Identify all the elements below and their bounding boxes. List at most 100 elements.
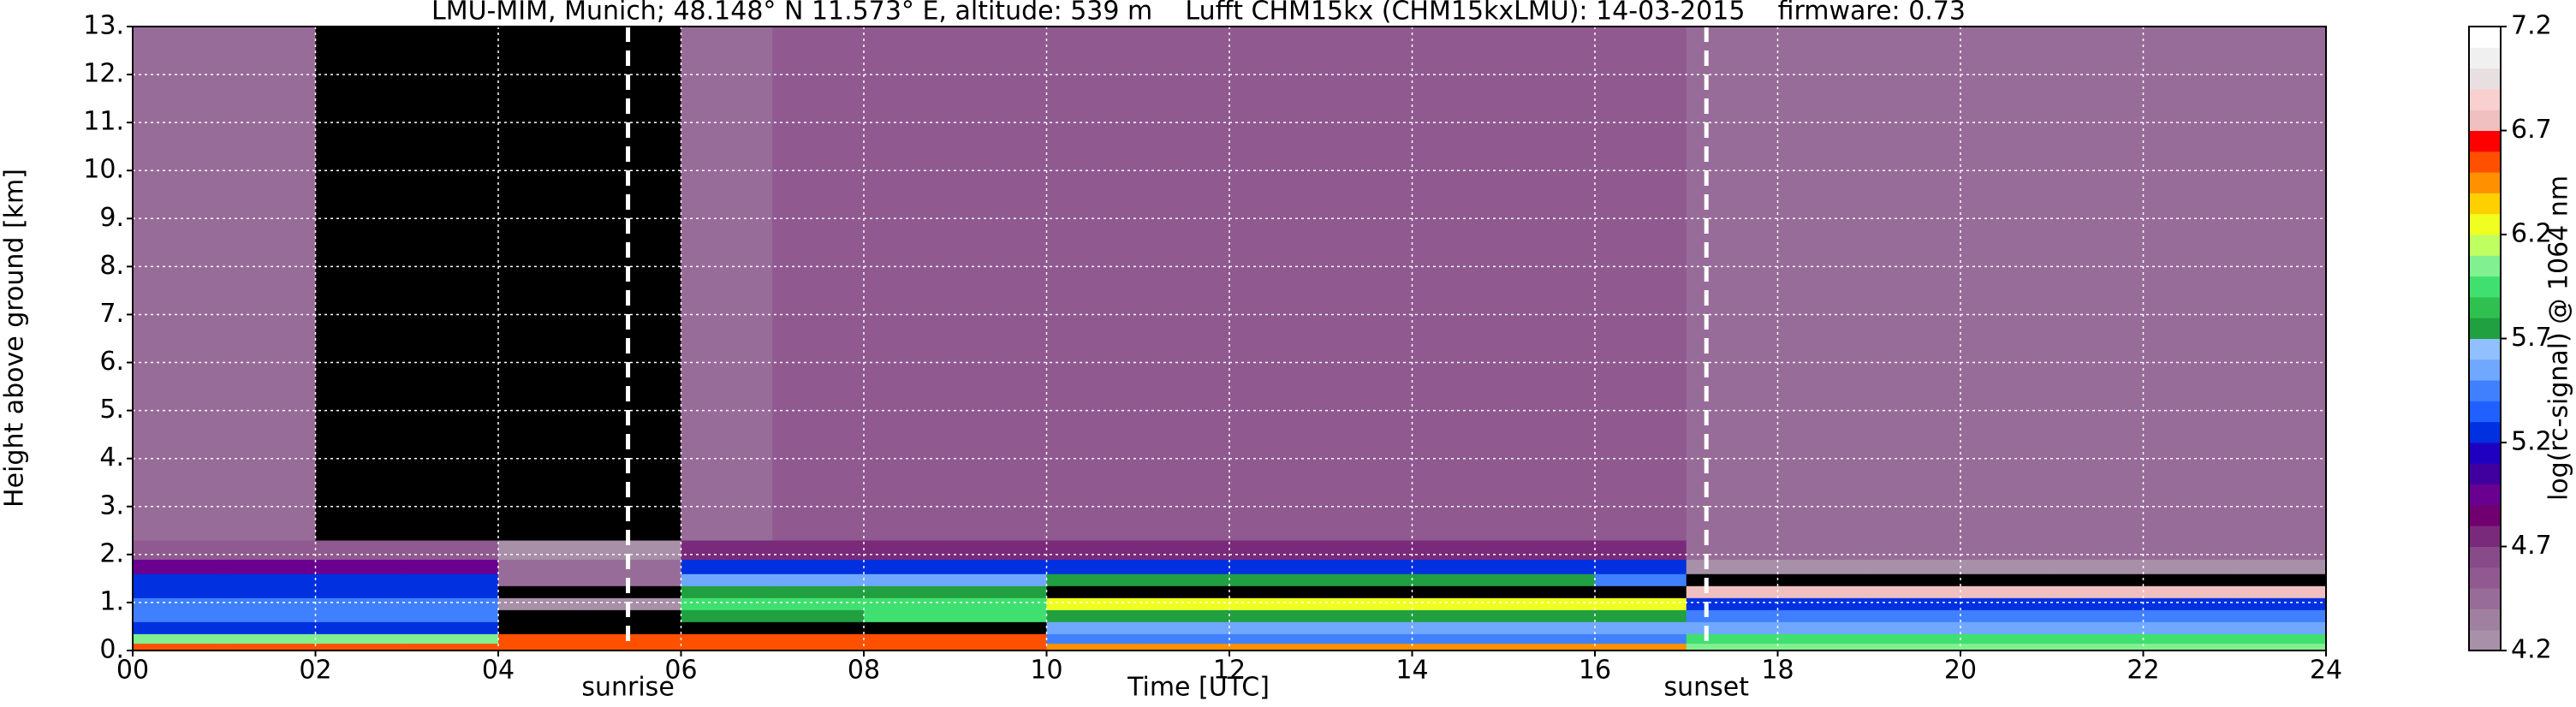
heatmap-cell	[1046, 621, 1139, 634]
heatmap-cell	[1320, 609, 1413, 622]
heatmap-cell	[2143, 621, 2235, 634]
heatmap-cell	[955, 559, 1047, 574]
y-tick-label: 10.	[83, 155, 124, 185]
heatmap-cell	[1412, 573, 1504, 586]
heatmap-cell	[1320, 597, 1413, 610]
colorbar-tick-label: 5.2	[2511, 427, 2552, 457]
heatmap-cell	[1412, 559, 1504, 574]
colorbar-label: log(rc-signal) @ 1064 nm	[2544, 175, 2574, 501]
heatmap-cell	[681, 597, 773, 610]
heatmap-cell	[1686, 643, 1778, 651]
plot-frame	[132, 26, 2327, 651]
y-tick-label: 13.	[83, 11, 124, 41]
heatmap-cell	[772, 573, 865, 586]
heatmap-cell	[864, 609, 956, 622]
colorbar-segment	[2469, 463, 2501, 485]
heatmap-cell	[2234, 597, 2327, 610]
heatmap-cell	[864, 621, 956, 634]
heatmap-cell	[681, 573, 773, 586]
heatmap-cell	[1229, 633, 1322, 645]
x-tick-label: 06	[664, 656, 697, 686]
heatmap-cell	[1503, 621, 1596, 634]
x-tick-label: 08	[848, 656, 880, 686]
heatmap-cell	[1686, 27, 1778, 541]
heatmap-cell	[133, 597, 225, 610]
heatmap-cell	[1777, 633, 1870, 645]
colorbar-segment	[2469, 629, 2501, 651]
heatmap-cell	[498, 540, 591, 560]
colorbar-segment	[2469, 504, 2501, 526]
heatmap-cell	[772, 633, 865, 645]
heatmap-cell	[498, 559, 591, 574]
heatmap-cell	[772, 585, 865, 598]
heatmap-cell	[1503, 540, 1596, 560]
heatmap-cell	[1503, 597, 1596, 610]
heatmap-cell	[1869, 559, 1961, 574]
colorbar-tick-label: 4.7	[2511, 531, 2552, 561]
heatmap-cell	[1869, 597, 1961, 610]
heatmap-cell	[1046, 585, 1139, 598]
heatmap-cell	[2143, 585, 2235, 598]
heatmap-cell	[1777, 559, 1870, 574]
heatmap-cell	[133, 559, 225, 574]
heatmap-cell	[1595, 27, 1687, 541]
heatmap-cell	[133, 621, 225, 634]
heatmap-cell	[1138, 597, 1230, 610]
heatmap-cell	[1686, 597, 1778, 610]
heatmap-cell	[1960, 540, 2053, 560]
heatmap-cell	[1686, 609, 1778, 622]
heatmap-cell	[589, 27, 681, 541]
heatmap-cell	[1869, 573, 1961, 586]
heatmap-cell	[2143, 559, 2235, 574]
heatmap-cell	[223, 609, 316, 622]
heatmap-cell	[407, 597, 499, 610]
heatmap-cell	[223, 540, 316, 560]
x-axis-label: Time [UTC]	[1127, 673, 1270, 703]
heatmap-cell	[1960, 573, 2053, 586]
colorbar-segment	[2469, 443, 2501, 464]
heatmap-cell	[1320, 540, 1413, 560]
heatmap-cell	[223, 559, 316, 574]
colorbar-segment	[2469, 255, 2501, 277]
heatmap-cell	[772, 597, 865, 610]
x-tick-label: 00	[116, 656, 149, 686]
heatmap-cell	[1046, 27, 1139, 541]
heatmap-cell	[1960, 621, 2053, 634]
annotation-label: sunset	[1663, 673, 1749, 703]
heatmap-cell	[498, 643, 591, 651]
heatmap-cell	[1777, 27, 1870, 541]
heatmap-cell	[1412, 633, 1504, 645]
heatmap-cell	[1320, 27, 1413, 541]
heatmap-cell	[1960, 609, 2053, 622]
heatmap-cell	[772, 621, 865, 634]
heatmap-cell	[2051, 597, 2144, 610]
heatmap-cell	[2051, 609, 2144, 622]
heatmap-cell	[133, 540, 225, 560]
heatmap-cell	[864, 585, 956, 598]
heatmap-cell	[589, 585, 681, 598]
heatmap-cell	[2234, 585, 2327, 598]
heatmap-cell	[1777, 597, 1870, 610]
heatmap-cell	[498, 633, 591, 645]
heatmap-cell	[1138, 540, 1230, 560]
heatmap-cell	[2143, 27, 2235, 541]
colorbar-tick-label: 6.7	[2511, 115, 2552, 145]
y-tick-label: 0.	[99, 635, 124, 665]
heatmap-cell	[2143, 633, 2235, 645]
heatmap-cell	[407, 27, 499, 541]
heatmap-cell	[315, 597, 408, 610]
heatmap-cell	[1960, 27, 2053, 541]
heatmap-cell	[498, 585, 591, 598]
heatmap-cell	[1229, 643, 1322, 651]
heatmap-cell	[864, 643, 956, 651]
heatmap-cell	[589, 609, 681, 622]
heatmap-cell	[1229, 540, 1322, 560]
heatmap-cell	[864, 633, 956, 645]
heatmap-cell	[681, 585, 773, 598]
heatmap-cell	[772, 540, 865, 560]
heatmap-cell	[1869, 633, 1961, 645]
heatmap-cell	[1320, 573, 1413, 586]
heatmap-cell	[407, 559, 499, 574]
y-tick-label: 11.	[83, 107, 124, 137]
